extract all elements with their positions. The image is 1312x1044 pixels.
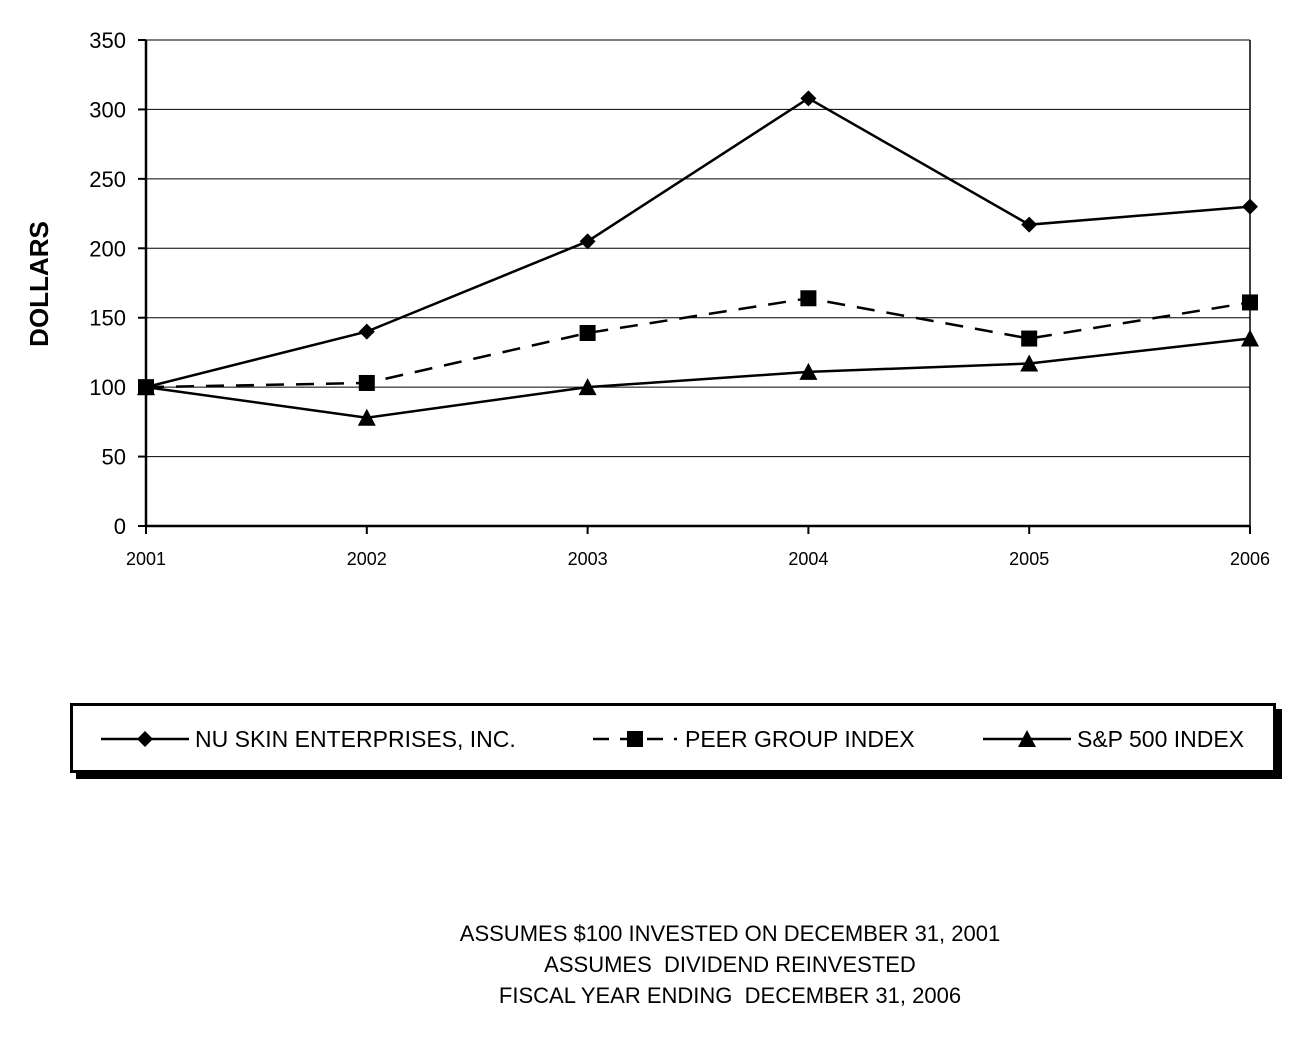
y-tick-label: 250: [89, 167, 126, 192]
legend-swatch-square: [593, 731, 677, 747]
x-tick-label: 2003: [568, 549, 608, 569]
y-tick-label: 350: [89, 28, 126, 53]
y-tick-labels: 0 50 100 150 200 250 300 350: [89, 28, 126, 539]
triangle-marker: [1241, 329, 1259, 347]
square-marker: [1021, 330, 1038, 347]
legend-swatch-diamond: [101, 731, 189, 747]
series-2: [137, 329, 1259, 426]
legend-item-peer-group: PEER GROUP INDEX: [593, 722, 915, 756]
x-tick-label: 2006: [1230, 549, 1270, 569]
legend: NU SKIN ENTERPRISES, INC. PEER GROUP IND…: [70, 703, 1276, 773]
y-tick-label: 150: [89, 306, 126, 331]
series-line: [145, 96, 1251, 389]
footnote-dividend: ASSUMES DIVIDEND REINVESTED: [544, 952, 916, 977]
square-marker: [358, 374, 375, 391]
x-tick-label: 2005: [1009, 549, 1049, 569]
y-tick-label: 50: [102, 445, 126, 470]
diamond-marker: [1021, 216, 1038, 233]
footnote-fiscal-year: FISCAL YEAR ENDING DECEMBER 31, 2006: [498, 983, 962, 1008]
y-tick-label: 0: [114, 514, 126, 539]
y-tick-label: 300: [89, 97, 126, 122]
footnote-investment: ASSUMES $100 INVESTED ON DECEMBER 31, 20…: [459, 921, 1001, 946]
x-tick-label: 2002: [347, 549, 387, 569]
diamond-marker: [1242, 198, 1258, 215]
square-marker: [579, 324, 596, 341]
grid-lines: [146, 39, 1250, 458]
diamond-marker: [579, 233, 596, 250]
y-tick-label: 200: [89, 236, 126, 261]
triangle-marker: [357, 408, 376, 426]
legend-item-sp500: S&P 500 INDEX: [983, 722, 1244, 756]
x-tick-label: 2004: [788, 549, 828, 569]
series-line: [145, 297, 1251, 389]
footnotes: ASSUMES $100 INVESTED ON DECEMBER 31, 20…: [330, 918, 1130, 1011]
legend-label-sp500: S&P 500 INDEX: [1077, 725, 1245, 752]
legend-swatch-triangle: [983, 730, 1071, 747]
series-lines: [137, 90, 1259, 426]
diamond-marker: [800, 90, 817, 107]
series-line: [145, 337, 1251, 419]
square-marker: [1242, 294, 1258, 311]
series-0: [138, 90, 1258, 396]
y-tick-label: 100: [89, 375, 126, 400]
square-marker: [800, 290, 817, 307]
triangle-marker: [1020, 354, 1039, 372]
triangle-marker: [799, 362, 818, 380]
axes: [138, 39, 1251, 534]
legend-label-peer-group: PEER GROUP INDEX: [685, 725, 915, 752]
legend-label-nu-skin: NU SKIN ENTERPRISES, INC.: [195, 725, 516, 752]
triangle-marker: [578, 378, 597, 396]
x-tick-labels: 2001 2002 2003 2004 2005 2006: [126, 549, 1270, 569]
legend-item-nu-skin: NU SKIN ENTERPRISES, INC.: [101, 722, 516, 756]
y-axis-title: DOLLARS: [24, 221, 54, 347]
x-tick-label: 2001: [126, 549, 166, 569]
diamond-marker: [358, 323, 375, 340]
triangle-marker: [137, 378, 155, 396]
